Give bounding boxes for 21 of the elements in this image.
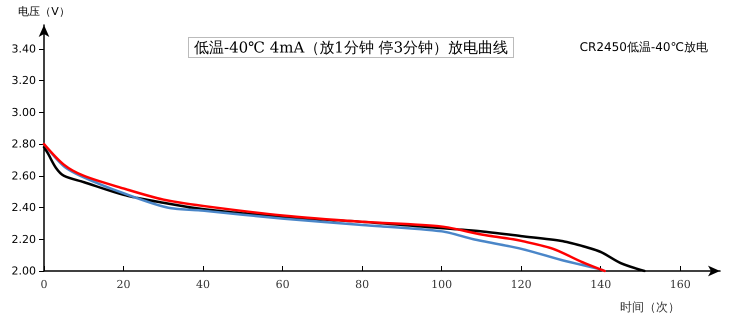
x-axis-title: 时间（次） xyxy=(620,300,680,314)
y-tick-label: 3.00 xyxy=(12,106,36,119)
y-axis-title: 电压（V） xyxy=(18,5,70,18)
x-tick-label: 20 xyxy=(116,278,131,291)
y-tick-label: 2.00 xyxy=(12,264,36,278)
x-tick-label: 60 xyxy=(276,278,290,291)
text: 低温-40℃ 4mA（放1分钟 停3分钟）放电曲线 xyxy=(194,38,508,56)
x-tick-label: 100 xyxy=(431,278,452,291)
y-tick-label: 2.20 xyxy=(12,232,36,246)
annotation: CR2450低温-40℃放电 xyxy=(580,40,708,54)
x-tick-label: 0 xyxy=(40,278,48,291)
x-tick-label: 80 xyxy=(355,278,370,291)
y-tick-label: 2.80 xyxy=(12,138,36,151)
x-tick-label: 40 xyxy=(196,278,210,291)
x-tick-label: 160 xyxy=(670,278,691,291)
x-tick-label: 120 xyxy=(510,278,532,291)
y-tick-label: 3.40 xyxy=(12,42,36,56)
y-tick-label: 2.40 xyxy=(12,201,36,214)
x-tick-label: 140 xyxy=(590,278,612,291)
y-tick-label: 3.20 xyxy=(12,74,36,88)
y-tick-label: 2.60 xyxy=(12,169,36,182)
